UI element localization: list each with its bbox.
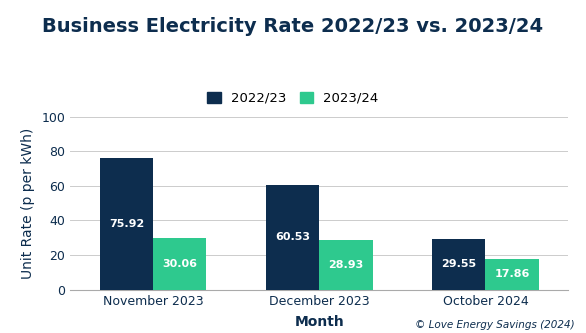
Text: 60.53: 60.53	[275, 232, 311, 242]
Text: Business Electricity Rate 2022/23 vs. 2023/24: Business Electricity Rate 2022/23 vs. 20…	[42, 17, 544, 36]
Text: 75.92: 75.92	[109, 219, 144, 229]
Bar	[100, 158, 154, 290]
Bar	[485, 259, 539, 290]
Bar	[432, 238, 485, 290]
Bar	[154, 238, 206, 290]
Text: 30.06: 30.06	[162, 259, 197, 269]
Text: 17.86: 17.86	[494, 269, 530, 279]
Text: 29.55: 29.55	[441, 259, 476, 269]
Text: 28.93: 28.93	[328, 260, 363, 270]
Y-axis label: Unit Rate (p per kWh): Unit Rate (p per kWh)	[21, 128, 35, 279]
Text: © Love Energy Savings (2024): © Love Energy Savings (2024)	[415, 320, 574, 330]
Legend: 2022/23, 2023/24: 2022/23, 2023/24	[202, 87, 384, 110]
Bar	[319, 240, 373, 290]
X-axis label: Month: Month	[295, 314, 344, 329]
Bar	[266, 185, 319, 290]
